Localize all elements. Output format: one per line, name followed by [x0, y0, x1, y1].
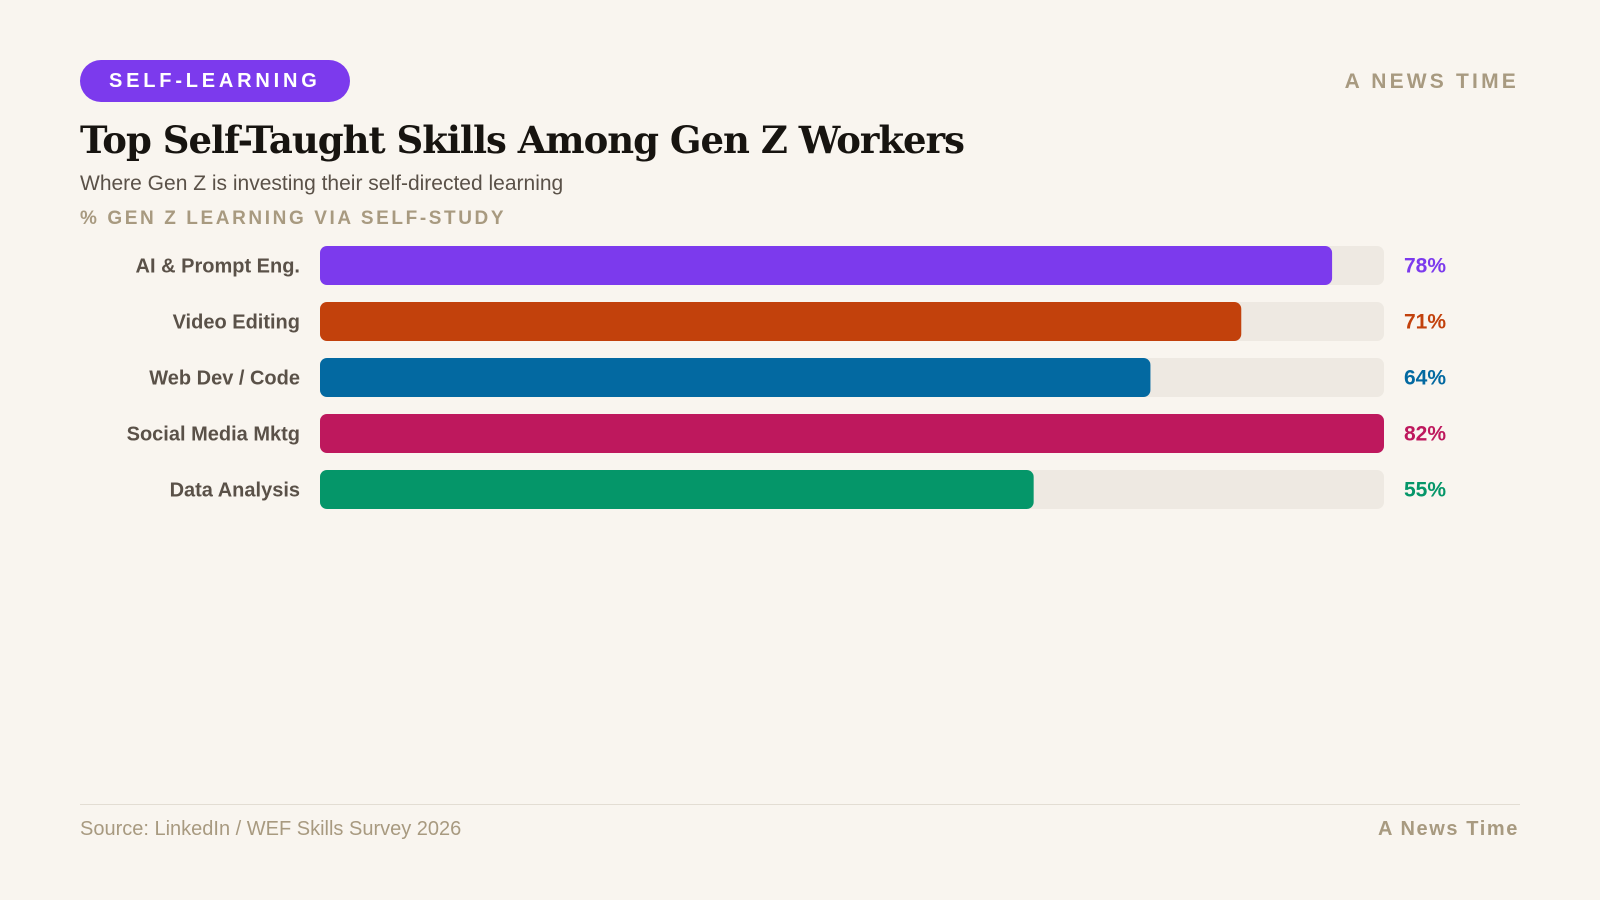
bar [320, 302, 1242, 341]
chart-subtitle: Where Gen Z is investing their self-dire… [80, 172, 564, 195]
value-axis-label: % GEN Z LEARNING VIA SELF-STUDY [80, 208, 507, 229]
value-label: 55% [1404, 479, 1446, 502]
category-label: Data Analysis [170, 480, 300, 502]
brand-name: A NEWS TIME [1344, 70, 1519, 93]
value-label: 78% [1404, 255, 1446, 278]
footer-divider [80, 804, 1520, 805]
category-label: Social Media Mktg [127, 424, 300, 446]
chart-title: Top Self-Taught Skills Among Gen Z Worke… [80, 118, 965, 162]
category-label: Web Dev / Code [149, 368, 300, 390]
value-label: 71% [1404, 311, 1446, 334]
bar [320, 358, 1151, 397]
value-label: 82% [1404, 423, 1446, 446]
bar [320, 246, 1333, 285]
category-label: Video Editing [173, 312, 300, 334]
category-label: AI & Prompt Eng. [136, 256, 300, 278]
footer-brand: A News Time [1378, 818, 1519, 840]
bar [320, 470, 1034, 509]
category-tag: SELF-LEARNING [80, 60, 350, 102]
source-note: Source: LinkedIn / WEF Skills Survey 202… [80, 818, 462, 840]
bar [320, 414, 1384, 453]
value-label: 64% [1404, 367, 1446, 390]
